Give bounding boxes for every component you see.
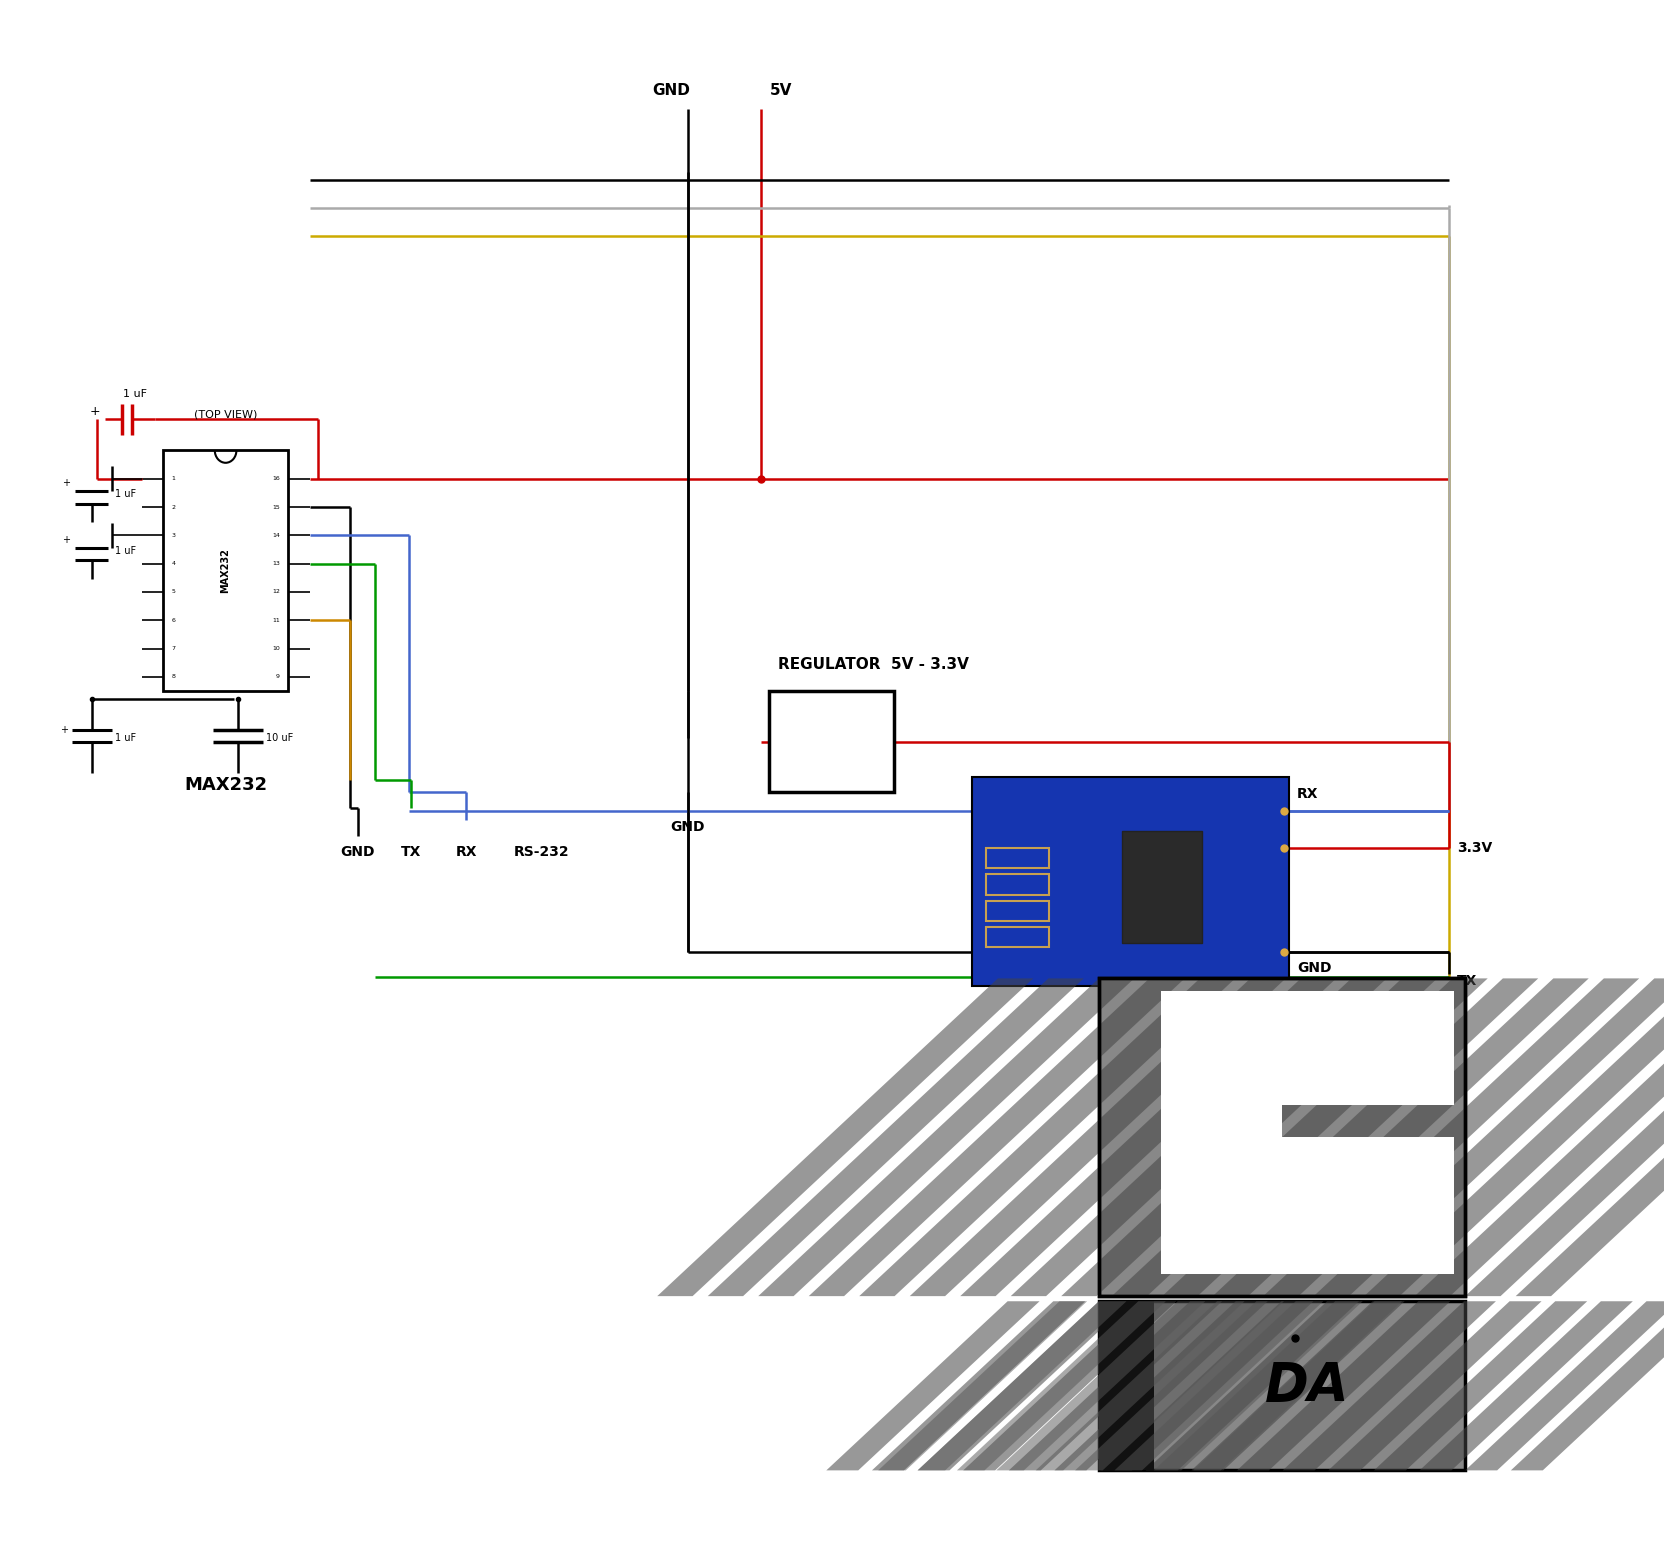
Text: 3.3V: 3.3V xyxy=(1456,840,1491,856)
Bar xyxy=(1098,1301,1464,1471)
Polygon shape xyxy=(1464,978,1664,1297)
Text: RX: RX xyxy=(456,845,476,859)
Polygon shape xyxy=(1263,978,1639,1297)
Polygon shape xyxy=(957,1301,1165,1471)
Polygon shape xyxy=(1075,1301,1283,1471)
Text: GND: GND xyxy=(341,845,374,859)
Polygon shape xyxy=(872,1301,1085,1471)
Text: 3: 3 xyxy=(171,533,175,537)
Text: TX: TX xyxy=(1456,974,1476,989)
Text: 16: 16 xyxy=(271,477,280,481)
Polygon shape xyxy=(757,978,1133,1297)
Polygon shape xyxy=(1514,978,1664,1297)
Polygon shape xyxy=(1113,1301,1323,1471)
Text: 10 uF: 10 uF xyxy=(266,733,293,742)
Text: 13: 13 xyxy=(271,561,280,567)
Polygon shape xyxy=(1145,1301,1358,1471)
Polygon shape xyxy=(917,1301,1127,1471)
Bar xyxy=(972,776,1288,986)
Bar xyxy=(1098,978,1464,1297)
Polygon shape xyxy=(877,1301,1087,1471)
Polygon shape xyxy=(1010,978,1386,1297)
Bar xyxy=(985,901,1048,921)
Text: +: + xyxy=(90,405,100,418)
Polygon shape xyxy=(657,978,1033,1297)
Polygon shape xyxy=(1211,978,1587,1297)
Bar xyxy=(985,874,1048,895)
Text: 8: 8 xyxy=(171,674,175,679)
Text: RX: RX xyxy=(1296,787,1318,801)
Polygon shape xyxy=(1509,1301,1664,1471)
Polygon shape xyxy=(963,1301,1176,1471)
Polygon shape xyxy=(1008,1301,1221,1471)
Text: RS-232: RS-232 xyxy=(513,845,569,859)
Polygon shape xyxy=(1419,1301,1632,1471)
Text: 7: 7 xyxy=(171,646,175,651)
Text: +: + xyxy=(60,725,68,735)
Text: 1 uF: 1 uF xyxy=(115,733,136,742)
Text: (TOP VIEW): (TOP VIEW) xyxy=(193,410,258,419)
Polygon shape xyxy=(909,978,1285,1297)
Polygon shape xyxy=(1313,978,1664,1297)
Text: 14: 14 xyxy=(271,533,280,537)
Polygon shape xyxy=(1191,1301,1404,1471)
Text: TX: TX xyxy=(401,845,421,859)
Text: 10: 10 xyxy=(271,646,280,651)
Polygon shape xyxy=(1373,1301,1586,1471)
Polygon shape xyxy=(960,978,1336,1297)
Polygon shape xyxy=(1193,1301,1401,1471)
Text: 15: 15 xyxy=(271,505,280,509)
Text: 1 uF: 1 uF xyxy=(115,545,136,556)
Text: MAX232: MAX232 xyxy=(185,776,266,795)
Polygon shape xyxy=(809,978,1185,1297)
Polygon shape xyxy=(1160,991,1453,1273)
Text: 1 uF: 1 uF xyxy=(115,489,136,499)
Text: 11: 11 xyxy=(271,618,280,623)
Polygon shape xyxy=(1281,1301,1494,1471)
Polygon shape xyxy=(1060,978,1436,1297)
Polygon shape xyxy=(1035,1301,1245,1471)
Polygon shape xyxy=(1161,978,1538,1297)
Polygon shape xyxy=(1153,1301,1361,1471)
Text: 1: 1 xyxy=(171,477,175,481)
Bar xyxy=(163,450,288,691)
Text: DA: DA xyxy=(1265,1360,1350,1412)
Text: +: + xyxy=(62,534,70,545)
Text: 12: 12 xyxy=(271,590,280,595)
Bar xyxy=(985,927,1048,947)
Text: 1 uF: 1 uF xyxy=(123,390,146,399)
Text: MAX232: MAX232 xyxy=(220,548,231,593)
Polygon shape xyxy=(859,978,1235,1297)
Polygon shape xyxy=(1414,978,1664,1297)
Text: 2: 2 xyxy=(171,505,175,509)
Text: GND: GND xyxy=(652,82,689,98)
Polygon shape xyxy=(1112,978,1488,1297)
Text: GND: GND xyxy=(671,820,704,834)
Polygon shape xyxy=(1363,978,1664,1297)
Bar xyxy=(985,848,1048,868)
Text: GND: GND xyxy=(1296,961,1331,975)
Polygon shape xyxy=(1236,1301,1449,1471)
Polygon shape xyxy=(917,1301,1130,1471)
Bar xyxy=(769,691,894,792)
Text: 9: 9 xyxy=(276,674,280,679)
Bar xyxy=(1122,831,1201,943)
Text: REGULATOR  5V - 3.3V: REGULATOR 5V - 3.3V xyxy=(777,657,968,672)
Text: 4: 4 xyxy=(171,561,175,567)
Text: 5V: 5V xyxy=(769,82,792,98)
Polygon shape xyxy=(1328,1301,1541,1471)
Polygon shape xyxy=(1100,1301,1313,1471)
Text: 5: 5 xyxy=(171,590,175,595)
Text: 6: 6 xyxy=(171,618,175,623)
Text: +: + xyxy=(62,478,70,488)
Polygon shape xyxy=(1464,1301,1664,1471)
Bar xyxy=(1098,1301,1153,1471)
Bar xyxy=(1098,978,1464,1297)
Polygon shape xyxy=(825,1301,1038,1471)
Polygon shape xyxy=(707,978,1083,1297)
Polygon shape xyxy=(1053,1301,1266,1471)
Polygon shape xyxy=(995,1301,1205,1471)
